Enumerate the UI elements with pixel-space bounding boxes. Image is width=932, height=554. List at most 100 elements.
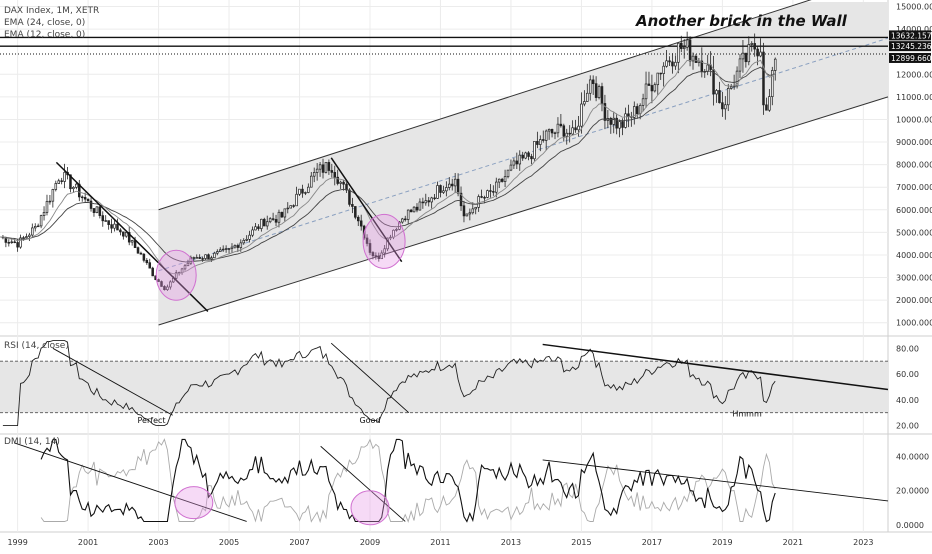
price-tick-label: 15000.000 [896,3,932,12]
candle-body [163,286,166,291]
price-tick-label: 9000.000 [896,138,932,147]
candle-body [83,197,87,200]
chart-title: Another brick in the Wall [635,12,848,30]
candle-body [694,55,698,63]
candle-body [10,241,14,244]
rsi-line [2,340,776,427]
x-tick-label: 2003 [148,538,168,547]
level-tag [889,52,931,63]
price-tick-label: 12000.000 [896,70,932,79]
candle-body [668,60,671,63]
candle-body [544,130,548,141]
candle-body [409,209,413,213]
candle-body [54,183,58,190]
candle-body [45,201,49,213]
candle-body [101,215,105,222]
candle-body [42,212,46,216]
candle-body [89,200,93,209]
candle-body [28,234,31,237]
candle-body [597,86,601,98]
candle-body [218,249,222,252]
rsi-tick-label: 60.00 [896,370,919,379]
candle-body [186,262,190,267]
candle-body [459,192,463,207]
overlay-lines [0,59,889,526]
candle-body [227,248,231,250]
x-tick-label: 2011 [430,538,450,547]
candle-body [471,208,475,214]
candle-body [98,206,102,216]
candle-body [577,125,580,131]
candle-body [127,232,131,243]
level-label: 12899.660 [891,54,932,63]
rsi-trendline [330,342,410,414]
candle-body [95,206,99,213]
candle-body [539,139,542,145]
candle-body [33,226,37,229]
candle-body [688,39,692,62]
candle-body [650,85,654,92]
candle-body [204,254,207,259]
channel-lower [158,96,889,326]
rsi-tick-label: 40.00 [896,396,919,405]
candle-body [245,239,248,241]
candle-body [565,132,569,137]
candle-body [418,201,422,211]
candle-body [221,248,225,251]
candle-body [644,83,648,100]
candle-body [671,61,674,67]
candle-body [122,231,125,237]
candle-body [580,103,583,127]
candle-body [174,272,178,279]
candle-body [31,227,34,236]
candle-body [298,188,301,195]
candle-body [506,169,510,178]
candle-body [224,248,228,250]
candle-body [310,175,313,188]
candle-body [183,265,187,270]
candle-body [427,200,430,203]
candle-body [16,242,19,248]
candle-body [638,104,642,114]
candle-body [80,196,84,199]
candle-body [257,226,260,229]
candle-body [653,84,657,92]
candle-body [333,172,337,178]
price-tick-label: 3000.000 [896,274,932,283]
candle-body [465,213,469,217]
candle-body [260,218,263,229]
candle-body [553,132,557,134]
candle-body [39,215,43,227]
dmi-minus-line [40,438,776,524]
candle-body [533,141,536,160]
candle-body [230,246,234,249]
candle-body [265,221,269,227]
dmi-trendline [13,442,247,522]
candle-body [271,218,275,220]
candle-body [442,190,445,193]
candle-body [453,178,457,187]
candle-body [691,55,695,62]
candle-body [133,240,137,249]
price-tick-label: 5000.000 [896,228,932,237]
candle-body [113,223,116,229]
candle-body [286,207,290,210]
candle-body [747,44,751,63]
candle-body [324,162,328,173]
highlight-circle [174,486,214,520]
candle-body [169,281,172,288]
highlight-circle [350,490,390,526]
price-tick-label: 11000.000 [896,93,932,102]
candle-body [280,211,284,218]
candle-body [594,83,598,98]
candles [1,31,777,291]
candle-body [277,211,281,223]
candle-body [268,218,272,223]
candle-body [568,132,571,135]
candle-body [377,255,381,260]
x-tick-label: 2013 [501,538,521,547]
candle-body [600,86,604,104]
rsi-label: RSI (14, close) [4,341,69,351]
candle-body [724,104,727,110]
candle-body [198,257,201,259]
